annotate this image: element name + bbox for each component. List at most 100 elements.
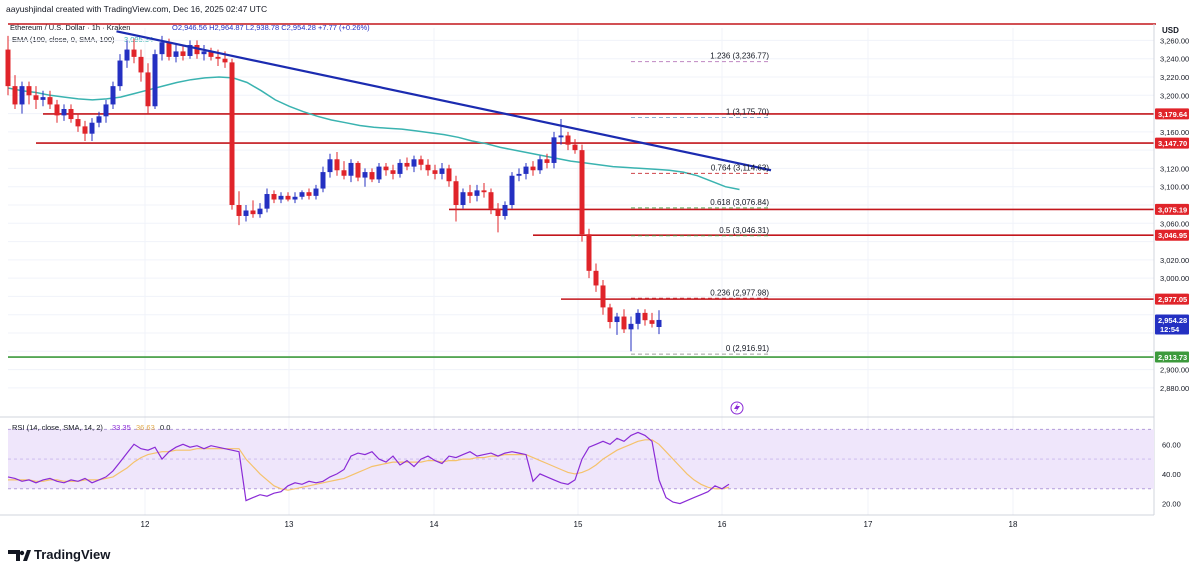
candle-body (243, 210, 249, 216)
candle-body (544, 159, 550, 163)
time-tick: 17 (864, 520, 873, 529)
rsi-value: 33.35 (112, 423, 131, 432)
candle-body (649, 320, 655, 324)
time-tick: 18 (1009, 520, 1018, 529)
candle-body (236, 205, 242, 216)
candle-body (341, 170, 347, 176)
candle-body (313, 188, 319, 196)
candle-body (264, 194, 270, 209)
price-tick: 3,000.00 (1160, 274, 1189, 283)
candle-body (369, 172, 375, 180)
candle-body (418, 159, 424, 165)
fib-label: 1 (3,175.70) (726, 108, 769, 117)
credit-text: aayushjindal created with TradingView.co… (6, 4, 267, 14)
candle-body (614, 316, 620, 323)
rsi-tick: 40.00 (1162, 470, 1181, 479)
candle-body (285, 195, 291, 200)
candle-body (565, 135, 571, 145)
candle-body (40, 97, 46, 100)
candle-body (12, 86, 18, 105)
rsi-title: RSI (14, close, SMA, 14, 2) (12, 423, 103, 432)
candle-body (390, 170, 396, 174)
rsi-tick: 60.00 (1162, 440, 1181, 449)
currency-label: USD (1162, 26, 1179, 35)
rsi-ma-line (8, 439, 730, 491)
price-tag-label: 2,977.05 (1158, 295, 1187, 304)
candle-body (145, 72, 151, 107)
candle-body (334, 159, 340, 171)
price-tag (1155, 108, 1189, 120)
candle-body (299, 192, 305, 197)
price-tag-label: 3,147.70 (1158, 139, 1187, 148)
candle-body (607, 307, 613, 323)
price-tag-label: 3,179.64 (1158, 110, 1188, 119)
candle-body (278, 195, 284, 200)
ema-100-line (7, 76, 740, 191)
fib-label: 0.5 (3,046.31) (719, 226, 769, 235)
ohlc-readout: O2,946.56 H2,964.87 L2,938.78 C2,954.28 … (172, 23, 370, 32)
time-tick: 15 (574, 520, 583, 529)
candle-body (166, 42, 172, 57)
footer-brand: TradingView (34, 547, 111, 562)
candle-body (383, 166, 389, 171)
candle-body (138, 56, 144, 73)
candle-body (320, 172, 326, 189)
candle-body (61, 109, 67, 116)
candle-body (551, 137, 557, 163)
candle-body (19, 86, 25, 105)
candle-body (572, 144, 578, 151)
candle-body (229, 62, 235, 205)
candle-body (404, 162, 410, 167)
candle-body (75, 119, 81, 127)
fib-label: 0.618 (3,076.84) (710, 198, 769, 207)
candle-body (222, 58, 228, 63)
candle-body (187, 45, 193, 56)
price-tick: 3,260.00 (1160, 36, 1189, 45)
candle-body (117, 60, 123, 87)
candle-body (397, 162, 403, 174)
candle-body (537, 159, 543, 171)
candle-body (523, 166, 529, 174)
price-tag-label: 3,046.95 (1158, 231, 1187, 240)
candle-body (173, 51, 179, 57)
candle-body (54, 104, 60, 116)
candle-body (621, 316, 627, 330)
candle-body (96, 116, 102, 123)
ema-label: EMA (100, close, 0, SMA, 100) (12, 35, 115, 44)
price-tag (1155, 137, 1189, 149)
time-tick: 12 (141, 520, 150, 529)
ema-line (7, 76, 740, 191)
candle-body (635, 312, 641, 324)
tradingview-logo (8, 550, 31, 561)
candle-body (26, 86, 32, 96)
candle-body (306, 192, 312, 196)
candles (5, 35, 662, 352)
candle-body (432, 170, 438, 174)
price-tick: 3,240.00 (1160, 55, 1189, 64)
price-tick: 2,880.00 (1160, 384, 1189, 393)
price-tick: 3,060.00 (1160, 219, 1189, 228)
candle-body (411, 159, 417, 167)
candle-body (215, 56, 221, 59)
candle-body (474, 190, 480, 196)
price-tag-label: 3,075.19 (1158, 205, 1187, 214)
price-tag (1155, 293, 1189, 305)
time-axis[interactable]: 12 13 14 15 16 17 18 (141, 520, 1018, 529)
event-icon[interactable] (730, 401, 744, 415)
fib-label: 1.236 (3,236.77) (710, 52, 769, 61)
candle-body (467, 192, 473, 196)
candle-body (250, 210, 256, 215)
candle-body (159, 42, 165, 55)
fib-label: 0 (2,916.91) (726, 344, 769, 353)
time-tick: 13 (285, 520, 294, 529)
ema-value: 3,095.34 (124, 35, 153, 44)
downtrend-line (116, 30, 772, 172)
candle-body (586, 234, 592, 271)
candle-body (292, 196, 298, 200)
candle-body (110, 86, 116, 105)
candle-body (327, 159, 333, 173)
candle-body (103, 104, 109, 117)
candle-body (488, 192, 494, 209)
candle-body (180, 51, 186, 56)
